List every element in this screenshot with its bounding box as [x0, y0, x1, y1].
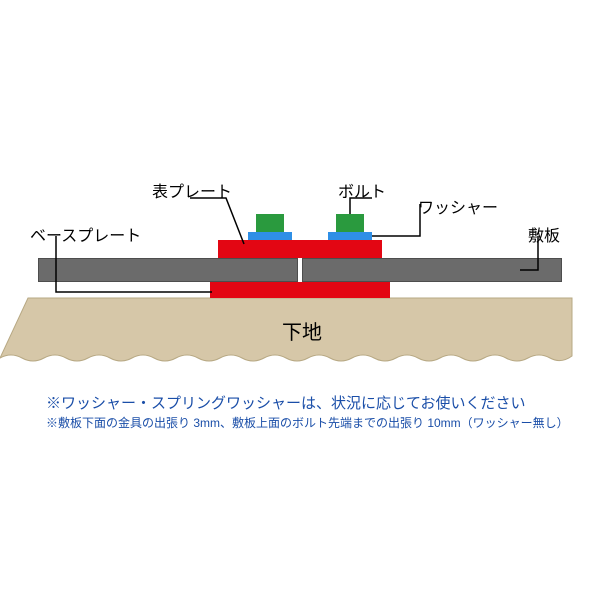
note-l2: ※敷板下面の金具の出張り 3mm、敷板上面のボルト先端までの出張り 10mm（ワ… — [46, 414, 569, 431]
label-ground: 下地 — [282, 316, 322, 345]
label-bolt: ボルト — [338, 178, 386, 202]
leader-board — [0, 0, 600, 600]
label-board: 敷板 — [528, 222, 560, 246]
label-base-plate: ベースプレート — [30, 222, 141, 246]
label-washer: ワッシャー — [418, 194, 498, 218]
label-face-plate: 表プレート — [152, 178, 232, 202]
note-l1: ※ワッシャー・スプリングワッシャーは、状況に応じてお使いください — [46, 392, 526, 413]
